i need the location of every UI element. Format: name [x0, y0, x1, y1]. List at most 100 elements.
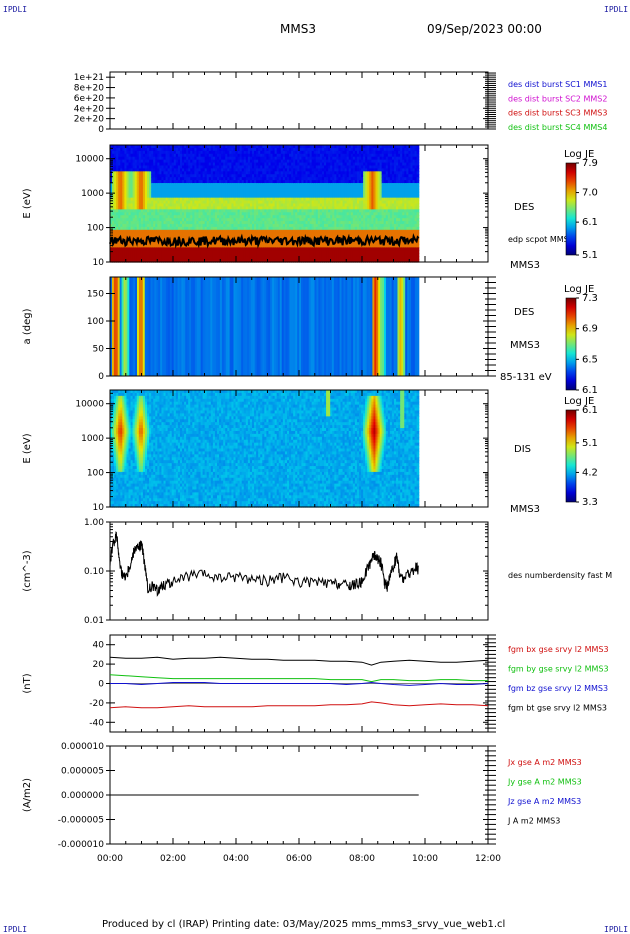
des-e-cell [126, 162, 130, 167]
des-e-cell [214, 180, 218, 184]
des-e-cell [266, 226, 270, 231]
des-e-cell [270, 145, 274, 149]
des-e-cell [138, 226, 142, 231]
des-e-cell [301, 223, 305, 228]
des-e-cell [340, 188, 344, 193]
des-e-cell [122, 197, 126, 202]
des-e-cell [280, 223, 284, 228]
des-e-cell [161, 153, 165, 158]
des-e-cell [299, 247, 302, 251]
des-e-cell [175, 191, 179, 196]
des-e-cell [118, 259, 121, 263]
des-e-cell [153, 229, 156, 234]
des-e-cell [192, 247, 195, 251]
des-e-cell [208, 200, 212, 205]
des-e-cell [179, 171, 183, 175]
des-e-cell [138, 156, 142, 161]
des-e-cell [270, 232, 274, 237]
des-e-cell [317, 171, 321, 175]
des-e-cell [258, 244, 261, 248]
des-e-cell [140, 229, 144, 234]
des-e-cell [169, 238, 173, 243]
des-e-cell [149, 218, 152, 222]
des-e-cell [130, 200, 134, 205]
des-e-cell [194, 203, 198, 208]
des-e-cell [126, 244, 130, 248]
des-e-cell [342, 180, 346, 184]
des-e-cell [338, 180, 342, 184]
des-e-cell [252, 212, 255, 216]
des-e-cell [340, 256, 344, 260]
des-e-cell [192, 183, 195, 187]
des-e-cell [163, 226, 167, 231]
des-e-cell [254, 188, 257, 193]
des-e-cell [295, 209, 298, 213]
des-e-cell [214, 183, 218, 187]
des-e-cell [334, 259, 337, 263]
des-e-cell [171, 235, 175, 240]
des-e-cell [142, 223, 146, 228]
des-e-cell [142, 259, 146, 263]
des-e-cell [356, 203, 360, 208]
des-e-cell [309, 200, 313, 205]
des-e-cell [167, 145, 171, 149]
des-e-cell [227, 197, 230, 202]
des-e-cell [126, 150, 130, 155]
des-e-cell [346, 218, 350, 222]
des-e-cell [161, 197, 165, 202]
des-e-cell [297, 253, 300, 257]
des-e-cell [342, 215, 346, 219]
des-e-cell [266, 180, 270, 184]
des-e-cell [167, 235, 171, 240]
des-e-cell [307, 203, 311, 208]
des-e-cell [144, 162, 148, 167]
des-e-cell [239, 259, 243, 263]
des-e-cell [116, 253, 119, 257]
des-e-cell [270, 153, 274, 158]
des-e-cell [352, 145, 356, 149]
des-e-cell [297, 171, 300, 175]
des-e-cell [336, 150, 340, 155]
des-e-cell [114, 159, 117, 164]
des-e-cell [149, 200, 152, 205]
des-e-cell [179, 165, 183, 169]
des-e-cell [202, 180, 206, 184]
des-e-cell [252, 156, 255, 161]
des-e-cell [114, 218, 117, 222]
des-e-cell [229, 221, 233, 225]
des-e-cell [128, 159, 132, 164]
des-e-cell [161, 200, 165, 205]
des-e-cell [214, 221, 218, 225]
des-e-cell [188, 162, 191, 167]
des-e-cell [311, 221, 315, 225]
des-e-cell [338, 247, 342, 251]
des-e-cell [186, 188, 189, 193]
des-e-cell [278, 241, 282, 246]
des-e-cell [186, 200, 189, 205]
des-e-cell [171, 177, 175, 181]
des-e-cell [274, 212, 278, 216]
des-e-cell [239, 244, 243, 248]
des-e-cell [173, 203, 177, 208]
des-e-cell [184, 229, 187, 234]
des-e-cell [303, 177, 307, 181]
des-e-cell [243, 203, 247, 208]
des-e-cell [350, 244, 354, 248]
des-e-cell [153, 212, 156, 216]
des-e-cell [252, 145, 255, 149]
des-e-cell [245, 247, 249, 251]
des-e-cell [221, 253, 224, 257]
des-e-cell [194, 177, 198, 181]
des-e-cell [328, 223, 331, 228]
des-e-cell [270, 162, 274, 167]
des-e-cell [324, 174, 327, 178]
des-e-cell [299, 191, 302, 196]
des-e-cell [289, 206, 292, 210]
des-e-cell [326, 247, 329, 251]
des-e-cell [301, 165, 305, 169]
des-e-cell [225, 221, 228, 225]
des-e-cell [247, 145, 251, 149]
des-e-cell [221, 188, 224, 193]
des-e-cell [315, 159, 319, 164]
des-e-cell [221, 197, 224, 202]
